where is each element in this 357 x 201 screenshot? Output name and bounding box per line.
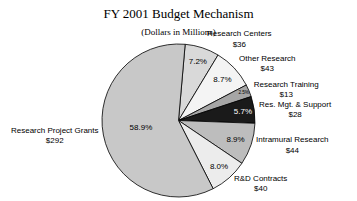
- svg-text:Research Training$13: Research Training$13: [254, 80, 319, 99]
- svg-text:5.7%: 5.7%: [234, 107, 252, 116]
- svg-text:7.2%: 7.2%: [189, 57, 207, 66]
- svg-text:Res. Mgt. & Support$28: Res. Mgt. & Support$28: [259, 100, 332, 119]
- svg-text:Other Research$43: Other Research$43: [239, 54, 295, 73]
- svg-text:FY 2001 Budget Mechanism(Dolla: FY 2001 Budget Mechanism(Dollars in Mill…: [103, 6, 253, 37]
- svg-text:58.9%: 58.9%: [130, 123, 153, 132]
- svg-text:R&D Contracts$40: R&D Contracts$40: [234, 174, 287, 193]
- svg-text:8.9%: 8.9%: [226, 135, 244, 144]
- svg-text:8.7%: 8.7%: [213, 75, 231, 84]
- svg-text:Intramural Research$44: Intramural Research$44: [256, 135, 328, 154]
- svg-text:Research Centers$36: Research Centers$36: [207, 29, 271, 48]
- svg-text:Research Project Grants$292: Research Project Grants$292: [11, 126, 99, 145]
- svg-text:8.0%: 8.0%: [210, 162, 228, 171]
- svg-text:2.5%: 2.5%: [238, 90, 248, 95]
